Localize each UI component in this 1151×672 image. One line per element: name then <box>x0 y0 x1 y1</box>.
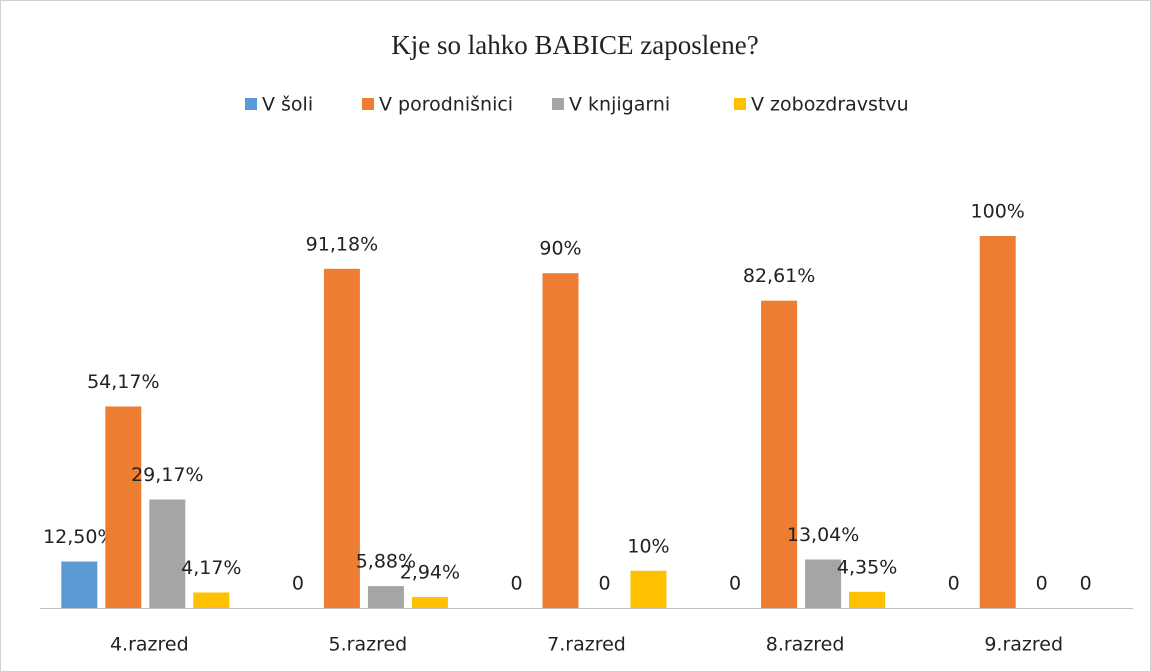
value-label: 5,88% <box>356 551 416 573</box>
legend-label: V šoli <box>262 94 313 116</box>
value-label: 0 <box>1080 573 1092 595</box>
value-label: 10% <box>627 535 669 557</box>
bar <box>149 499 186 608</box>
legend-label: V porodnišnici <box>379 94 513 116</box>
value-label: 0 <box>1036 573 1048 595</box>
value-label: 29,17% <box>131 464 203 486</box>
bar <box>849 591 886 608</box>
legend-label: V knjigarni <box>569 94 670 116</box>
value-label: 12,50% <box>43 526 115 548</box>
bar <box>979 236 1016 608</box>
bar <box>61 561 98 608</box>
legend-swatch <box>734 98 746 110</box>
value-label: 2,94% <box>400 562 460 584</box>
value-label: 0 <box>729 573 741 595</box>
legend-label: V zobozdravstvu <box>751 94 909 116</box>
bar <box>105 406 142 608</box>
value-label: 0 <box>948 573 960 595</box>
value-label: 4,35% <box>837 556 897 578</box>
value-label: 100% <box>971 201 1025 223</box>
x-tick-label: 4.razred <box>110 634 189 656</box>
value-label: 13,04% <box>787 524 859 546</box>
x-tick-label: 5.razred <box>329 634 408 656</box>
bar <box>193 592 230 608</box>
bar <box>542 273 579 608</box>
value-label: 54,17% <box>87 371 159 393</box>
value-label: 0 <box>510 573 522 595</box>
x-tick-label: 8.razred <box>766 634 845 656</box>
value-label: 0 <box>292 573 304 595</box>
legend-swatch <box>362 98 374 110</box>
value-label: 91,18% <box>306 233 378 255</box>
x-tick-label: 9.razred <box>984 634 1063 656</box>
legend-swatch <box>245 98 257 110</box>
value-label: 0 <box>598 573 610 595</box>
bar <box>805 559 842 608</box>
bar <box>761 300 798 608</box>
bar <box>323 268 360 608</box>
value-label: 4,17% <box>181 557 241 579</box>
bar <box>411 597 448 608</box>
x-tick-label: 7.razred <box>547 634 626 656</box>
chart-title: Kje so lahko BABICE zaposlene? <box>391 30 758 60</box>
bar <box>630 570 667 608</box>
legend-swatch <box>552 98 564 110</box>
bar <box>367 586 404 608</box>
value-label: 90% <box>539 238 581 260</box>
value-label: 82,61% <box>743 265 815 287</box>
